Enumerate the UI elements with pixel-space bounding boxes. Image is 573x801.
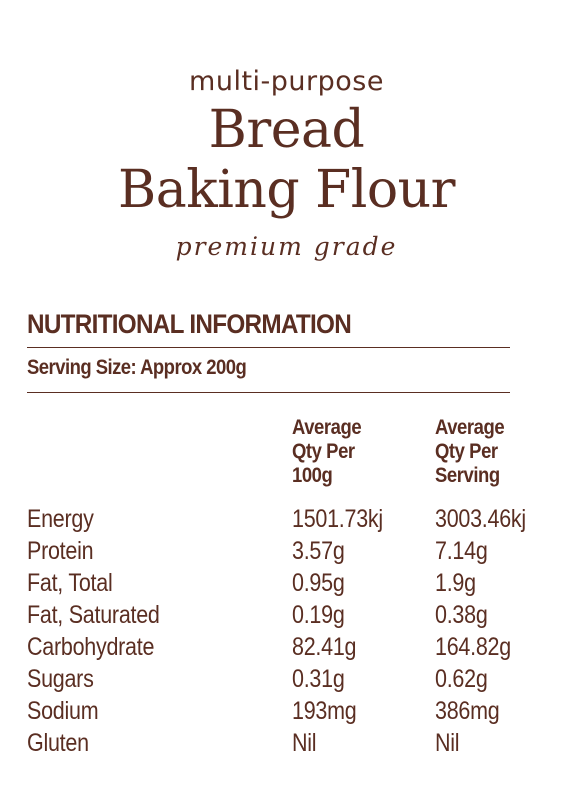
value-per-serving: 1.9g [435, 569, 476, 597]
brand-subtitle: multi-purpose [189, 66, 384, 97]
table-row: Sodium 193mg 386mg [27, 695, 547, 727]
table-row: Gluten Nil Nil [27, 727, 547, 759]
column-header-line: Average [292, 416, 362, 439]
value-per-serving: 164.82g [435, 633, 511, 661]
nutrient-name: Fat, Saturated [27, 601, 160, 629]
nutrient-name: Protein [27, 537, 94, 565]
serving-size: Serving Size: Approx 200g [27, 356, 247, 379]
nutrition-heading: NUTRITIONAL INFORMATION [27, 309, 352, 339]
value-per-serving: 0.62g [435, 665, 488, 693]
brand-title-line2: Baking Flour [117, 160, 456, 220]
value-per-100g: 0.19g [292, 601, 345, 629]
divider-top [27, 347, 510, 348]
column-header-line: Qty Per [435, 440, 498, 463]
column-header-line: 100g [292, 464, 333, 487]
column-header-line: Qty Per [292, 440, 355, 463]
nutrient-name: Energy [27, 505, 94, 533]
table-row: Protein 3.57g 7.14g [27, 535, 547, 567]
table-row: Fat, Saturated 0.19g 0.38g [27, 599, 547, 631]
nutrient-name: Carbohydrate [27, 633, 155, 661]
table-row: Fat, Total 0.95g 1.9g [27, 567, 547, 599]
table-row: Energy 1501.73kj 3003.46kj [27, 503, 547, 535]
divider-bottom [27, 392, 510, 393]
value-per-serving: Nil [435, 729, 460, 757]
nutrient-name: Fat, Total [27, 569, 113, 597]
column-header-line: Serving [435, 464, 500, 487]
value-per-100g: 3.57g [292, 537, 345, 565]
table-row: Sugars 0.31g 0.62g [27, 663, 547, 695]
column-header-per-100g: Average Qty Per 100g [292, 416, 362, 488]
value-per-serving: 3003.46kj [435, 505, 526, 533]
value-per-serving: 7.14g [435, 537, 488, 565]
brand-title-line1: Bread [208, 100, 365, 160]
nutrient-name: Sugars [27, 665, 94, 693]
column-header-per-serving: Average Qty Per Serving [435, 416, 505, 488]
brand-grade: premium grade [175, 232, 398, 261]
nutrition-table: Energy 1501.73kj 3003.46kj Protein 3.57g… [27, 503, 547, 759]
column-header-line: Average [435, 416, 505, 439]
value-per-serving: 0.38g [435, 601, 488, 629]
value-per-100g: 0.95g [292, 569, 345, 597]
value-per-100g: 193mg [292, 697, 357, 725]
value-per-serving: 386mg [435, 697, 500, 725]
nutrient-name: Sodium [27, 697, 99, 725]
value-per-100g: 0.31g [292, 665, 345, 693]
value-per-100g: Nil [292, 729, 317, 757]
table-row: Carbohydrate 82.41g 164.82g [27, 631, 547, 663]
value-per-100g: 82.41g [292, 633, 357, 661]
value-per-100g: 1501.73kj [292, 505, 383, 533]
nutrient-name: Gluten [27, 729, 89, 757]
